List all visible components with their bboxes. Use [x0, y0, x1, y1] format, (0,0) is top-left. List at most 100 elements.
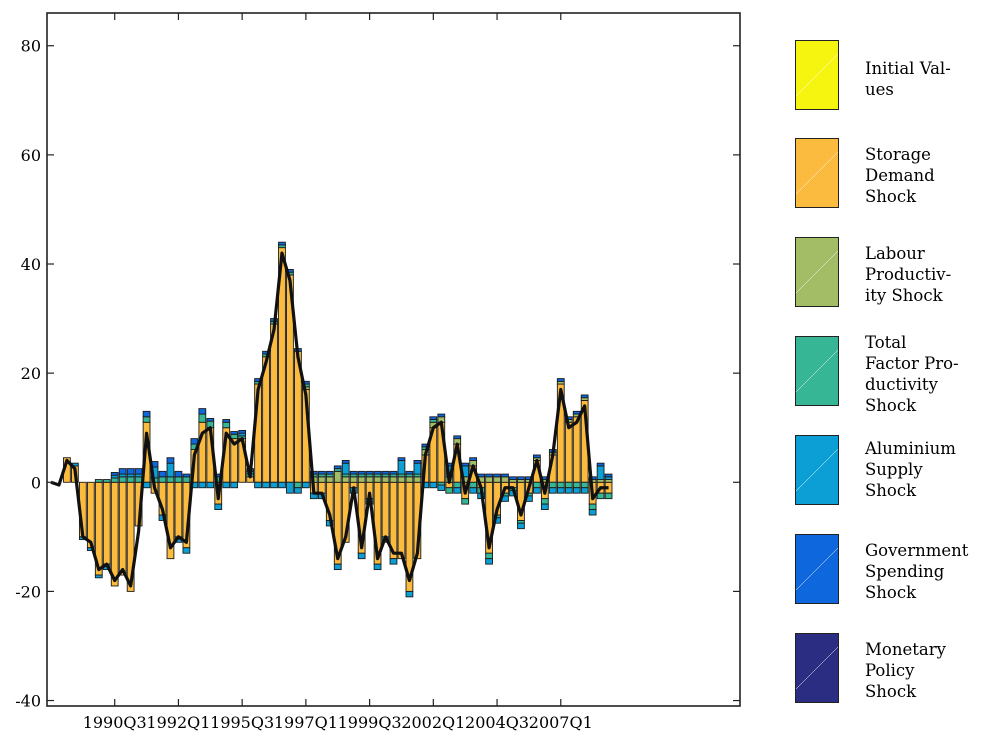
bar-segment-labour-productivity-shock: [365, 476, 374, 483]
bar-segment-total-factor-productivity-shock: [110, 477, 119, 483]
bar-segment-government-spending-shock: [604, 473, 613, 478]
bar-segment-total-factor-productivity-shock: [294, 481, 302, 489]
bar-segment-storage-demand-shock: [317, 481, 326, 494]
legend-swatch: [795, 336, 839, 406]
bar-segment-government-spending-shock: [429, 416, 438, 420]
bar-segment-government-spending-shock: [158, 470, 167, 478]
bar-segment-government-spending-shock: [437, 413, 446, 418]
bar-segment-storage-demand-shock: [86, 481, 95, 549]
bar-segment-storage-demand-shock: [564, 421, 573, 483]
legend-label: Aluminium Supply Shock: [865, 438, 983, 501]
bar-segment-storage-demand-shock: [118, 481, 127, 576]
bar-segment-total-factor-productivity-shock: [166, 476, 175, 483]
bar-segment-aluminium-supply-shock: [270, 481, 278, 489]
bar-segment-government-spending-shock: [509, 476, 517, 481]
bar-segment-government-spending-shock: [134, 468, 143, 475]
legend-label-line: ductivity: [865, 375, 938, 394]
bar-segment-total-factor-productivity-shock: [461, 498, 470, 505]
legend-swatch: [795, 633, 839, 703]
bar-segment-storage-demand-shock: [102, 481, 111, 565]
bar-segment-aluminium-supply-shock: [437, 484, 446, 491]
bar-segment-labour-productivity-shock: [413, 476, 422, 483]
legend-label-line: Policy: [865, 661, 915, 680]
bar-segment-government-spending-shock: [580, 394, 589, 399]
bar-segment-total-factor-productivity-shock: [94, 479, 103, 483]
bar-segment-government-spending-shock: [477, 473, 486, 478]
legend-label-line: Aluminium: [865, 439, 956, 458]
bar-segment-government-spending-shock: [469, 457, 478, 461]
bar-segment-total-factor-productivity-shock: [564, 481, 573, 489]
x-axis: 1990Q3 1992Q1 1995Q3 1997Q1 1999Q3 2002Q1 2004…: [83, 13, 593, 732]
legend-label-line: Initial Val-: [865, 59, 951, 78]
bar-segment-aluminium-supply-shock: [580, 487, 589, 494]
bar-segment-aluminium-supply-shock: [294, 487, 302, 494]
bar-segment-labour-productivity-shock: [381, 476, 390, 483]
bar-segment-labour-productivity-shock: [341, 476, 350, 483]
plot-frame: [46, 12, 741, 707]
legend-swatch: [795, 138, 839, 208]
y-tick-label: 20: [21, 364, 41, 383]
legend-label-line: Spending: [865, 562, 945, 581]
bar-segment-aluminium-supply-shock: [357, 552, 366, 560]
bar-segment-aluminium-supply-shock: [517, 522, 525, 530]
bar-segment-labour-productivity-shock: [485, 476, 493, 483]
y-tick-label: -20: [15, 582, 41, 601]
bar-segment-government-spending-shock: [405, 470, 414, 475]
bar-segment-government-spending-shock: [222, 419, 231, 423]
bar-segment-aluminium-supply-shock: [198, 481, 207, 489]
legend-label: Storage Demand Shock: [865, 144, 983, 207]
legend-label-line: Shock: [865, 583, 917, 602]
x-tick-label: 1992Q1: [146, 713, 210, 732]
bar-segment-government-spending-shock: [166, 457, 175, 464]
legend-swatch: [795, 534, 839, 604]
bar-segment-total-factor-productivity-shock: [158, 476, 167, 483]
bar-segment-total-factor-productivity-shock: [174, 476, 183, 483]
bar-segment-labour-productivity-shock: [493, 476, 501, 483]
legend-label-line: Shock: [865, 187, 917, 206]
bar-segment-government-spending-shock: [357, 470, 366, 475]
bar-segment-government-spending-shock: [182, 473, 191, 478]
bar-segment-labour-productivity-shock: [373, 476, 382, 483]
bar-segment-government-spending-shock: [230, 431, 239, 435]
legend-swatch: [795, 435, 839, 505]
legend-label-line: Shock: [865, 481, 917, 500]
bar-segment-aluminium-supply-shock: [405, 590, 414, 598]
bar-segment-total-factor-productivity-shock: [588, 503, 597, 511]
bar-segment-total-factor-productivity-shock: [142, 416, 151, 423]
x-tick-label: 2007Q1: [529, 713, 593, 732]
legend-label-line: Government: [865, 541, 969, 560]
bar-segment-aluminium-supply-shock: [206, 481, 215, 489]
legend-label-line: Shock: [865, 396, 917, 415]
bar-segment-total-factor-productivity-shock: [222, 421, 231, 429]
bar-segment-labour-productivity-shock: [357, 476, 366, 483]
legend-label-line: Supply: [865, 460, 923, 479]
y-axis: 80 60 40 20 0 -20 -40: [15, 37, 740, 711]
x-tick-label: 2004Q3: [465, 713, 529, 732]
legend-label: Total Factor Pro-ductivity Shock: [865, 332, 983, 416]
bar-segment-government-spending-shock: [533, 454, 541, 459]
bar-segment-government-spending-shock: [493, 473, 501, 478]
bar-segment-total-factor-productivity-shock: [548, 481, 557, 489]
bar-segment-aluminium-supply-shock: [262, 481, 270, 489]
bar-segment-aluminium-supply-shock: [540, 503, 549, 511]
y-tick-label: 0: [31, 473, 41, 492]
bar-segment-government-spending-shock: [381, 470, 390, 475]
bar-segment-total-factor-productivity-shock: [230, 433, 239, 440]
bar-segment-government-spending-shock: [501, 473, 509, 478]
x-tick-label: 1997Q1: [274, 713, 338, 732]
bar-segment-aluminium-supply-shock: [572, 487, 581, 494]
bar-segment-total-factor-productivity-shock: [540, 498, 549, 505]
bar-segment-government-spending-shock: [333, 465, 342, 470]
bar-segment-aluminium-supply-shock: [564, 487, 573, 494]
bar-segment-aluminium-supply-shock: [230, 481, 239, 489]
x-tick-label: 1999Q3: [338, 713, 402, 732]
bar-segment-aluminium-supply-shock: [214, 503, 223, 511]
bar-segment-labour-productivity-shock: [389, 476, 398, 483]
bar-segment-government-spending-shock: [126, 468, 135, 475]
bar-segment-government-spending-shock: [341, 460, 350, 464]
legend-swatch: [795, 237, 839, 307]
bar-segment-government-spending-shock: [142, 410, 151, 418]
bar-segment-aluminium-supply-shock: [588, 509, 597, 516]
y-tick-label: 60: [21, 146, 41, 165]
